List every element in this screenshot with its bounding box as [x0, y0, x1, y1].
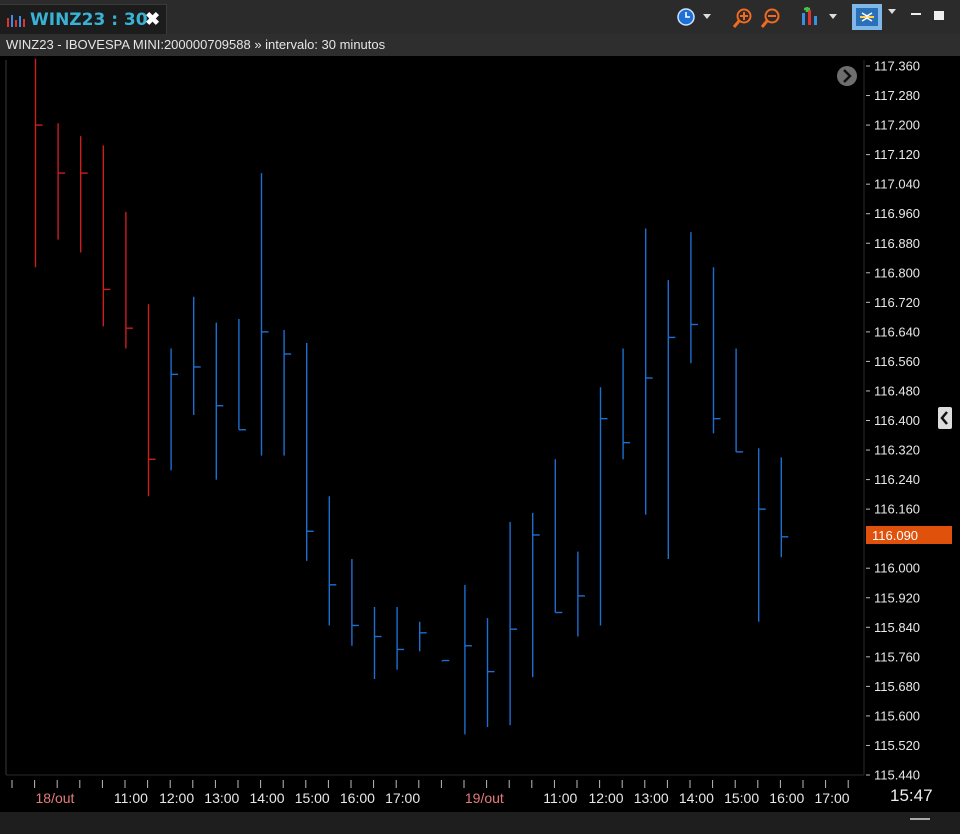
ohlc-bar	[712, 267, 721, 434]
ohlc-bar	[464, 584, 472, 735]
zoom-out-icon[interactable]	[760, 7, 782, 29]
chart-subtitle: WINZ23 - IBOVESPA MINI:200000709588 » in…	[6, 37, 386, 52]
maximize-icon[interactable]	[932, 8, 946, 22]
x-tick-label: 19/out	[465, 790, 504, 806]
collapse-arrow-icon[interactable]	[938, 407, 952, 429]
expand-arrow-icon[interactable]	[837, 66, 857, 86]
minimize-icon[interactable]	[910, 818, 930, 820]
y-tick-label: 115.600	[874, 708, 920, 723]
x-tick-label: 16:00	[340, 790, 375, 806]
tab-bar: WINZ23 : 30 ✖	[0, 0, 960, 35]
ohlc-bar	[780, 457, 789, 558]
x-tick-label: 16:00	[769, 790, 804, 806]
y-tick-label: 115.680	[874, 679, 920, 694]
ohlc-chart[interactable]: 117.360 117.280 117.200 117.120 117.040 116.9…	[0, 56, 960, 812]
x-tick-label: 15:00	[295, 790, 330, 806]
y-tick-label: 115.920	[874, 590, 920, 605]
y-tick-label: 116.000	[874, 561, 920, 576]
ohlc-bar	[735, 348, 744, 453]
ohlc-bar	[215, 322, 224, 480]
zoom-in-icon[interactable]	[732, 7, 754, 29]
chevron-down-icon[interactable]	[702, 13, 712, 21]
ohlc-bar	[758, 448, 766, 622]
ohlc-bar	[667, 280, 676, 559]
close-icon[interactable]: ✖	[145, 9, 161, 29]
ohlc-bar	[125, 211, 133, 349]
ohlc-bar	[34, 58, 43, 268]
chart-subtitle-bar: WINZ23 - IBOVESPA MINI:200000709588 » in…	[0, 34, 960, 56]
y-tick-label: 117.120	[874, 147, 920, 162]
y-tick-label: 115.520	[874, 738, 920, 753]
minimize-icon[interactable]	[910, 8, 922, 22]
ohlc-bar	[328, 496, 337, 626]
x-tick-label: 13:00	[634, 790, 669, 806]
x-tick-label: 17:00	[385, 790, 420, 806]
y-tick-label: 115.440	[874, 768, 920, 783]
ohlc-bar	[192, 296, 201, 415]
ohlc-bar	[147, 304, 156, 497]
y-tick-label: 115.840	[874, 620, 920, 635]
chart-tab[interactable]: WINZ23 : 30 ✖	[0, 4, 167, 35]
ohlc-bar	[509, 522, 518, 726]
ohlc-bar	[532, 512, 540, 678]
ohlc-bar	[306, 342, 314, 561]
y-tick-label: 117.280	[874, 88, 920, 103]
y-tick-label: 117.200	[874, 118, 920, 133]
last-price-tag	[866, 525, 952, 544]
y-tick-label: 115.760	[874, 649, 920, 664]
ohlc-bar	[57, 123, 66, 240]
ohlc-bar	[486, 618, 495, 727]
clock-readout: 15:47	[890, 786, 933, 805]
x-tick-label: 15:00	[724, 790, 759, 806]
y-tick-label: 116.240	[874, 472, 920, 487]
ohlc-bar	[554, 459, 563, 614]
ohlc-bar	[351, 558, 359, 646]
x-tick-label: 13:00	[204, 790, 239, 806]
x-tick-label: 11:00	[114, 790, 148, 806]
x-tick-label: 12:00	[589, 790, 624, 806]
ohlc-bar	[622, 348, 631, 460]
ohlc-bar	[102, 145, 111, 327]
ohlc-bar	[283, 330, 292, 456]
x-tick-label: 17:00	[815, 790, 850, 806]
status-bar	[0, 812, 960, 834]
y-tick-label: 116.400	[874, 413, 920, 428]
clock-icon[interactable]	[676, 7, 696, 27]
ohlc-bar	[419, 621, 427, 652]
indicators-icon[interactable]	[800, 7, 822, 29]
y-tick-label: 116.800	[874, 265, 920, 280]
x-tick-label: 14:00	[250, 790, 285, 806]
ohlc-bar	[79, 136, 88, 253]
ohlc-bar	[260, 173, 269, 456]
ohlc-bar	[577, 551, 585, 637]
ohlc-bar	[690, 232, 698, 364]
ohlc-bar	[373, 606, 382, 679]
y-tick-label: 117.360	[874, 59, 920, 74]
chart-bars-icon	[7, 15, 25, 27]
y-tick-label: 116.320	[874, 443, 920, 458]
tab-title: WINZ23 : 30	[30, 10, 148, 30]
menu-icon[interactable]	[887, 8, 897, 16]
ohlc-bar	[170, 348, 179, 471]
ohlc-bar	[396, 606, 405, 670]
y-tick-label: 116.160	[874, 502, 920, 517]
y-tick-label: 117.040	[874, 177, 920, 192]
y-tick-label: 116.640	[874, 324, 920, 339]
y-tick-label: 116.880	[874, 236, 920, 251]
ohlc-bar	[238, 318, 246, 431]
x-tick-label: 11:00	[543, 790, 577, 806]
chevron-down-icon[interactable]	[828, 13, 838, 21]
x-tick-label: 18/out	[36, 790, 75, 806]
x-tick-label: 14:00	[679, 790, 714, 806]
ohlc-bar	[441, 659, 450, 662]
ohlc-bar	[645, 228, 653, 515]
ohlc-bar	[599, 387, 608, 626]
y-tick-label: 116.960	[874, 206, 920, 221]
last-price-label: 116.090	[872, 528, 918, 543]
y-tick-label: 116.720	[874, 295, 920, 310]
y-tick-label: 116.560	[874, 354, 920, 369]
y-tick-label: 116.480	[874, 383, 920, 398]
x-tick-label: 12:00	[159, 790, 194, 806]
fit-icon[interactable]	[852, 4, 882, 30]
